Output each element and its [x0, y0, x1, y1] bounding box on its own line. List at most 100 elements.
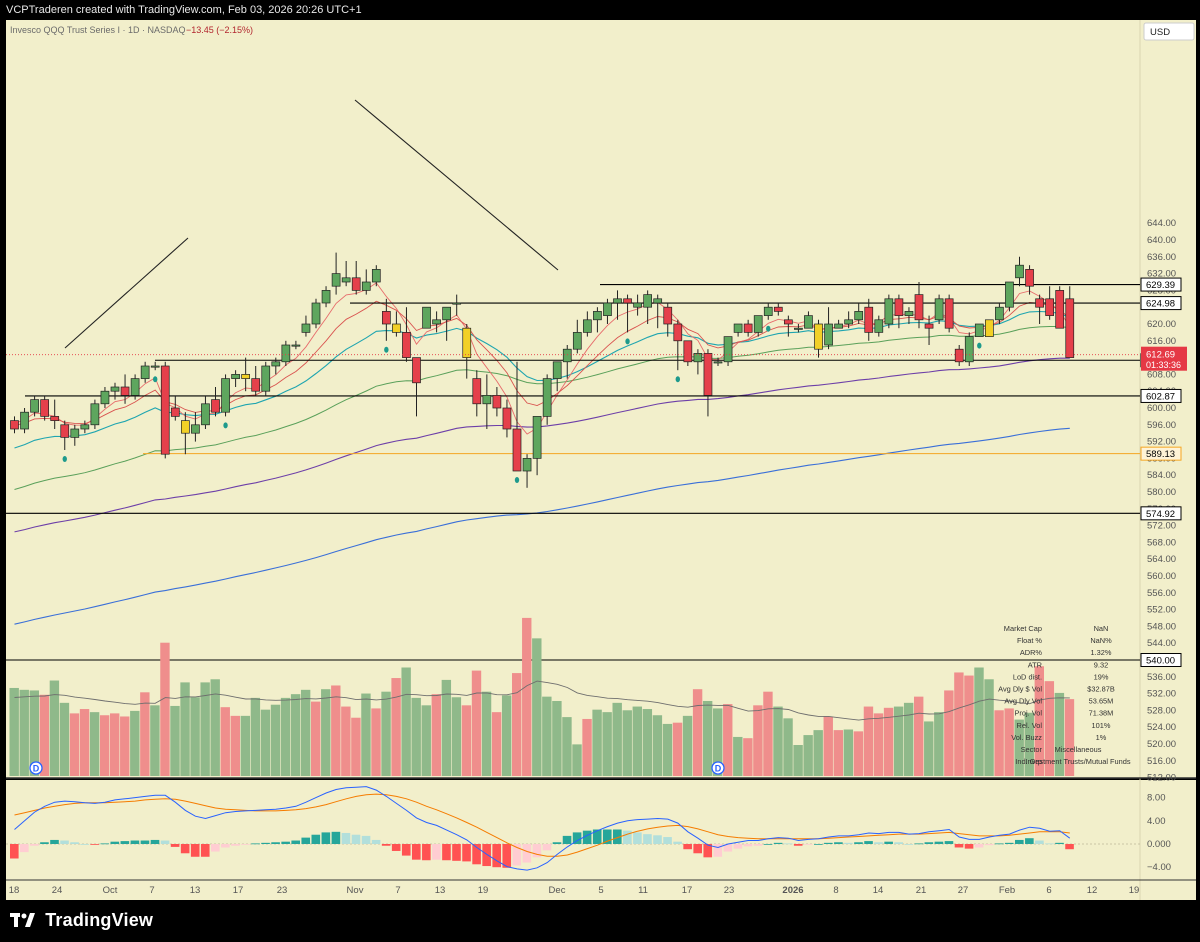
- candle-body[interactable]: [884, 298, 894, 325]
- candle-body[interactable]: [924, 323, 934, 329]
- candle-body[interactable]: [80, 424, 90, 430]
- candle-body[interactable]: [412, 357, 421, 384]
- candle-body[interactable]: [402, 332, 411, 358]
- price-chart[interactable]: 512.00 516.00 520.00 524.00 528.00 532.00 536.…: [0, 20, 1200, 900]
- candle-body[interactable]: [794, 327, 803, 330]
- trendline[interactable]: [64, 237, 189, 349]
- candle-body[interactable]: [160, 365, 170, 455]
- candle-body[interactable]: [241, 374, 250, 379]
- candle-body[interactable]: [321, 290, 331, 304]
- candle-body[interactable]: [934, 298, 944, 321]
- candle-body[interactable]: [914, 294, 924, 321]
- candle-body[interactable]: [512, 428, 522, 472]
- candle-body[interactable]: [251, 378, 261, 392]
- candle-body[interactable]: [1055, 290, 1065, 329]
- candle-body[interactable]: [623, 298, 632, 304]
- candle-body[interactable]: [70, 428, 80, 438]
- candle-body[interactable]: [281, 344, 291, 363]
- candle-body[interactable]: [894, 298, 904, 316]
- candle-body[interactable]: [804, 315, 813, 329]
- time-axis[interactable]: [6, 880, 1196, 900]
- candle-body[interactable]: [452, 302, 462, 305]
- candle-body[interactable]: [341, 277, 351, 283]
- candle-body[interactable]: [984, 319, 994, 337]
- candle-body[interactable]: [743, 323, 753, 333]
- candle-body[interactable]: [824, 323, 833, 346]
- candle-body[interactable]: [954, 348, 964, 363]
- candle-body[interactable]: [974, 323, 984, 337]
- candle-body[interactable]: [693, 353, 703, 363]
- macd-axis[interactable]: [1140, 780, 1196, 880]
- candle-body[interactable]: [1005, 281, 1014, 308]
- candle-body[interactable]: [643, 294, 653, 308]
- candle-body[interactable]: [593, 311, 602, 321]
- candle-body[interactable]: [562, 348, 572, 363]
- main-pane[interactable]: [6, 20, 1140, 778]
- candle-body[interactable]: [311, 302, 321, 325]
- candle-body[interactable]: [773, 306, 783, 312]
- candle-body[interactable]: [864, 306, 874, 333]
- currency-button[interactable]: [1143, 22, 1195, 41]
- candle-body[interactable]: [261, 365, 271, 392]
- candle-body[interactable]: [572, 332, 582, 350]
- candle-body[interactable]: [733, 323, 743, 333]
- candle-body[interactable]: [904, 311, 914, 316]
- candle-body[interactable]: [231, 374, 240, 379]
- candle-body[interactable]: [110, 386, 120, 392]
- ma-200-line[interactable]: [14, 427, 1070, 625]
- candle-body[interactable]: [291, 344, 301, 347]
- candle-body[interactable]: [50, 416, 60, 421]
- trendline[interactable]: [354, 99, 559, 271]
- ma-20-line[interactable]: [14, 310, 1071, 449]
- candle-body[interactable]: [542, 378, 552, 417]
- tradingview-brand[interactable]: TradingView: [10, 910, 153, 931]
- candle-body[interactable]: [844, 319, 854, 325]
- candle-body[interactable]: [703, 353, 713, 396]
- candle-body[interactable]: [40, 399, 50, 417]
- candle-body[interactable]: [140, 365, 150, 379]
- candle-body[interactable]: [130, 378, 140, 396]
- candle-body[interactable]: [522, 458, 532, 472]
- candle-body[interactable]: [90, 403, 100, 426]
- candle-body[interactable]: [995, 306, 1004, 321]
- candle-body[interactable]: [181, 420, 190, 434]
- candle-body[interactable]: [150, 365, 160, 368]
- dividend-icon[interactable]: [711, 761, 725, 775]
- candle-body[interactable]: [351, 277, 361, 291]
- candle-body[interactable]: [422, 306, 431, 329]
- candle-body[interactable]: [663, 306, 673, 325]
- candle-body[interactable]: [713, 361, 723, 364]
- candle-body[interactable]: [753, 315, 763, 333]
- candle-body[interactable]: [492, 395, 502, 409]
- candle-body[interactable]: [170, 407, 180, 417]
- candle-body[interactable]: [211, 399, 220, 413]
- candle-body[interactable]: [120, 386, 130, 396]
- candle-body[interactable]: [331, 273, 341, 287]
- candle-body[interactable]: [361, 281, 371, 291]
- candle-body[interactable]: [442, 306, 451, 321]
- candle-body[interactable]: [1025, 269, 1034, 287]
- candle-body[interactable]: [532, 416, 542, 459]
- candle-body[interactable]: [30, 399, 39, 413]
- ma-10-line[interactable]: [14, 300, 1071, 427]
- candle-body[interactable]: [603, 302, 612, 316]
- ma-100-line[interactable]: [14, 357, 1070, 533]
- candle-body[interactable]: [613, 298, 622, 304]
- candle-body[interactable]: [653, 298, 663, 304]
- candle-body[interactable]: [482, 395, 492, 405]
- candle-body[interactable]: [502, 407, 512, 430]
- candle-body[interactable]: [20, 411, 29, 430]
- candle-body[interactable]: [683, 340, 693, 363]
- candle-body[interactable]: [944, 298, 954, 329]
- candle-body[interactable]: [814, 323, 823, 350]
- candle-body[interactable]: [834, 323, 843, 329]
- ma-5-line[interactable]: [14, 282, 1071, 435]
- candle-body[interactable]: [763, 306, 773, 316]
- candle-body[interactable]: [1015, 264, 1024, 279]
- macd-pane[interactable]: [6, 780, 1140, 880]
- candle-body[interactable]: [874, 319, 884, 333]
- candle-body[interactable]: [371, 269, 381, 283]
- candle-body[interactable]: [271, 361, 281, 367]
- candle-body[interactable]: [1045, 298, 1055, 316]
- dividend-icon[interactable]: [29, 761, 43, 775]
